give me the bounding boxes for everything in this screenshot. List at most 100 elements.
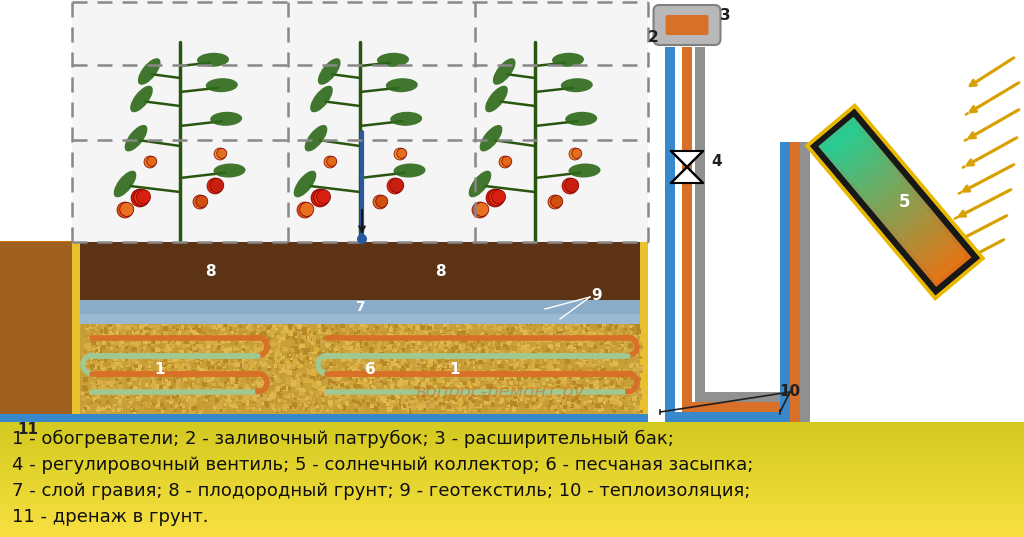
Bar <box>169 378 173 382</box>
Bar <box>262 337 266 341</box>
Bar <box>181 325 184 329</box>
Bar <box>452 335 456 339</box>
Bar <box>445 360 450 364</box>
Bar <box>265 325 268 329</box>
Bar <box>247 403 249 406</box>
Bar <box>391 361 396 366</box>
Bar <box>160 397 162 400</box>
Bar <box>323 386 326 389</box>
Bar <box>635 398 638 401</box>
Bar <box>595 389 597 391</box>
Bar <box>251 395 254 398</box>
Bar <box>178 402 181 405</box>
Bar <box>0 424 1024 426</box>
Bar <box>377 335 380 338</box>
Bar <box>85 360 89 364</box>
Bar <box>125 395 130 400</box>
Bar <box>157 345 160 348</box>
Bar <box>279 398 282 402</box>
Bar <box>480 356 482 358</box>
Bar <box>197 366 200 369</box>
Bar <box>434 397 437 400</box>
Bar <box>560 345 562 349</box>
Bar <box>425 403 429 407</box>
Bar <box>543 382 545 385</box>
Bar <box>583 350 585 352</box>
Bar <box>370 359 374 364</box>
Bar <box>554 386 558 390</box>
Bar <box>234 352 238 355</box>
Bar <box>323 401 325 404</box>
Bar <box>364 380 368 384</box>
Bar <box>575 379 580 383</box>
Bar <box>584 407 587 410</box>
Bar <box>392 378 395 381</box>
Bar <box>488 374 492 377</box>
Bar <box>474 332 477 335</box>
Bar <box>233 338 237 341</box>
Bar <box>306 396 310 400</box>
Bar <box>426 385 431 390</box>
Bar <box>137 326 140 329</box>
Bar <box>228 356 231 359</box>
Bar <box>244 364 248 368</box>
Bar <box>581 364 584 367</box>
Bar <box>225 399 228 402</box>
Bar <box>557 379 561 383</box>
Bar <box>90 358 93 361</box>
Bar <box>94 325 99 331</box>
Bar <box>200 360 203 364</box>
Bar <box>275 359 281 364</box>
Bar <box>519 359 522 363</box>
Bar <box>367 326 370 330</box>
Bar <box>226 386 230 390</box>
Bar <box>288 393 291 396</box>
Bar <box>449 391 453 395</box>
Bar <box>431 398 433 400</box>
Bar <box>572 381 577 385</box>
Bar <box>110 380 113 383</box>
Bar <box>346 386 349 389</box>
Bar <box>226 370 229 373</box>
Bar <box>238 397 242 401</box>
Bar <box>365 352 369 357</box>
Bar <box>498 404 501 408</box>
Bar <box>603 359 606 362</box>
Bar <box>100 372 103 376</box>
Bar <box>101 340 105 344</box>
Bar <box>436 344 439 347</box>
Bar <box>606 324 609 328</box>
Bar <box>493 341 496 344</box>
Bar <box>242 338 247 342</box>
Bar <box>562 406 564 409</box>
Bar <box>548 405 550 408</box>
Bar <box>207 364 210 367</box>
Bar <box>605 388 607 391</box>
Bar <box>173 358 176 361</box>
Bar <box>590 355 593 358</box>
Bar <box>426 363 428 365</box>
Bar <box>355 410 358 412</box>
Bar <box>84 329 87 332</box>
Bar <box>605 356 610 361</box>
Bar <box>352 377 354 379</box>
Bar <box>343 385 346 388</box>
Bar <box>617 339 621 343</box>
Bar <box>593 376 596 378</box>
Bar <box>115 379 118 382</box>
Bar <box>460 366 464 371</box>
Bar <box>151 400 153 403</box>
Bar <box>166 364 168 367</box>
Bar <box>180 409 183 412</box>
Bar <box>161 352 164 354</box>
Bar <box>579 383 582 386</box>
Bar <box>378 383 381 386</box>
Bar <box>318 323 322 326</box>
Bar <box>450 357 454 361</box>
Bar <box>496 346 500 350</box>
Bar <box>408 400 411 402</box>
Bar <box>437 353 440 355</box>
Bar <box>435 372 438 375</box>
Bar <box>371 384 374 388</box>
Bar <box>89 325 92 328</box>
